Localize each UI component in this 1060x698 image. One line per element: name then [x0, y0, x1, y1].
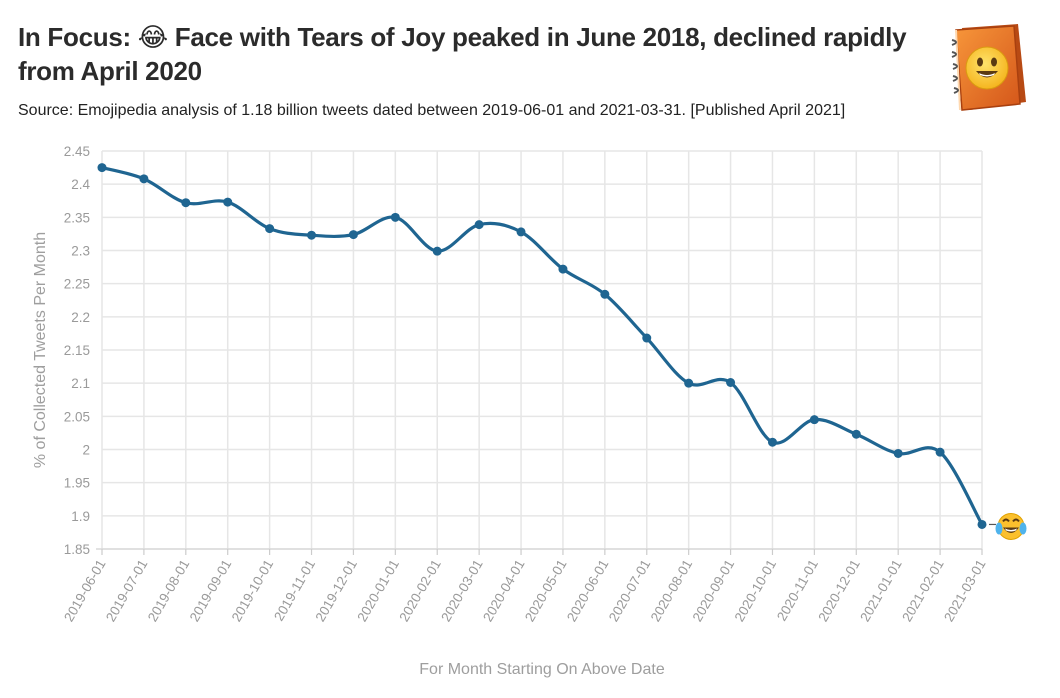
x-tick-label: 2019-10-01 [229, 557, 277, 624]
data-point [223, 197, 233, 207]
x-tick-label: 2020-01-01 [354, 557, 402, 624]
data-point [558, 264, 568, 274]
x-tick-label: 2019-12-01 [313, 557, 361, 624]
data-points [97, 163, 987, 529]
x-axis-label: For Month Starting On Above Date [419, 661, 665, 678]
x-tick-label: 2019-11-01 [271, 557, 318, 623]
x-tick-label: 2020-11-01 [774, 557, 821, 623]
face-with-tears-of-joy-icon [995, 512, 1027, 540]
x-tick-label: 2019-07-01 [103, 557, 151, 624]
data-point [139, 174, 149, 184]
data-point [893, 448, 903, 458]
data-point [851, 429, 861, 439]
x-tick-label: 2021-01-01 [857, 557, 905, 624]
x-tick-label: 2020-06-01 [564, 557, 612, 624]
y-tick-label: 2.1 [71, 376, 90, 391]
x-tick-label: 2021-02-01 [899, 557, 947, 624]
x-tick-label: 2020-08-01 [648, 557, 696, 624]
x-tick-label: 2020-12-01 [815, 557, 863, 624]
x-tick-label: 2019-08-01 [145, 557, 193, 624]
series-line [100, 165, 984, 527]
data-point [474, 220, 484, 230]
chart-title: In Focus: 😂 Face with Tears of Joy peake… [18, 22, 907, 86]
chart-subtitle: Source: Emojipedia analysis of 1.18 bill… [18, 102, 846, 119]
x-tick-label: 2019-09-01 [187, 557, 235, 624]
data-point [97, 163, 107, 173]
data-point [726, 378, 736, 388]
data-point [977, 519, 987, 529]
data-point [348, 230, 358, 240]
x-tick-label: 2020-03-01 [438, 557, 486, 624]
data-point [684, 378, 694, 388]
data-point [181, 198, 191, 208]
y-tick-label: 2.05 [64, 409, 90, 424]
data-point [516, 227, 526, 237]
y-tick-label: 2.35 [64, 210, 90, 225]
emojipedia-book-icon [951, 24, 1026, 111]
x-axis-ticks: 2019-06-012019-07-012019-08-012019-09-01… [61, 549, 989, 624]
data-point [767, 437, 777, 447]
y-tick-label: 2.3 [71, 244, 90, 259]
y-tick-label: 2 [82, 443, 90, 458]
x-tick-label: 2019-06-01 [61, 557, 109, 624]
y-axis-ticks: 1.85 1.9 1.95 2 2.05 2.1 2.15 2.2 2.25 2.3 2.35 2.4… [64, 144, 91, 557]
data-point [307, 230, 317, 240]
x-tick-label: 2020-09-01 [690, 557, 738, 624]
y-tick-label: 2.4 [71, 177, 90, 192]
y-tick-label: 2.45 [64, 144, 90, 159]
data-point [809, 415, 819, 425]
end-marker [989, 512, 1027, 540]
data-point [432, 246, 442, 256]
data-point [390, 212, 400, 222]
chart-grid [96, 150, 983, 550]
y-axis-label: % of Collected Tweets Per Month [32, 232, 49, 468]
y-tick-label: 2.2 [71, 310, 90, 325]
x-tick-label: 2021-03-01 [941, 557, 989, 624]
x-tick-label: 2020-05-01 [522, 557, 570, 624]
data-point [600, 289, 610, 299]
data-point [935, 447, 945, 457]
y-tick-label: 1.95 [64, 476, 90, 491]
y-tick-label: 2.25 [64, 277, 90, 292]
y-tick-label: 1.85 [64, 542, 90, 557]
x-tick-label: 2020-07-01 [606, 557, 654, 624]
y-tick-label: 2.15 [64, 343, 90, 358]
y-tick-label: 1.9 [71, 509, 90, 524]
data-point [642, 333, 652, 343]
x-tick-label: 2020-04-01 [480, 557, 528, 624]
x-tick-label: 2020-02-01 [396, 557, 444, 624]
x-tick-label: 2020-10-01 [732, 557, 780, 624]
data-point [265, 224, 275, 234]
